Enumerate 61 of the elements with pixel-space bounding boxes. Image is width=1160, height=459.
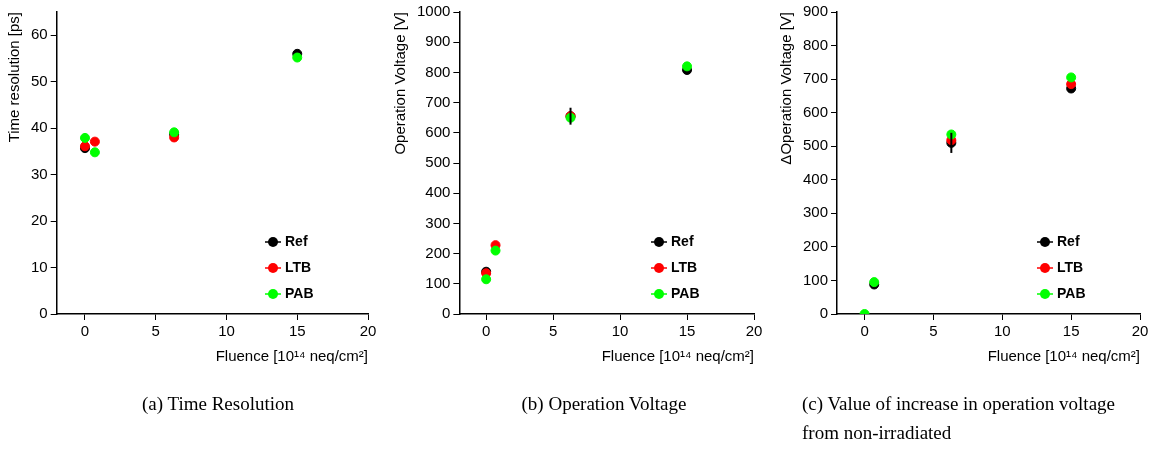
x-axis-title: Fluence [10¹⁴ neq/cm²] <box>215 347 368 365</box>
y-tick-label: 800 <box>803 35 829 53</box>
y-tick-label: 600 <box>425 122 451 140</box>
legend-label: PAB <box>671 284 700 301</box>
legend-label: LTB <box>285 258 312 275</box>
y-tick-label: 900 <box>803 2 829 20</box>
y-tick-label: 60 <box>31 25 48 43</box>
text: (b) Operation Voltage <box>520 392 688 416</box>
legend-label: Ref <box>1057 232 1080 249</box>
y-tick-label: 20 <box>31 211 48 229</box>
text: (c) Value of increase in operation voltage from non-irradiated <box>801 392 1117 445</box>
legend-label: LTB <box>671 258 698 275</box>
y-tick-label: 100 <box>803 270 829 288</box>
y-tick-label: 700 <box>803 69 829 87</box>
legend-label: Ref <box>285 232 308 249</box>
x-tick-label: 20 <box>1131 322 1149 340</box>
x-tick-label: 0 <box>481 322 491 340</box>
y-tick-label: 10 <box>31 257 48 275</box>
x-tick-label: 20 <box>359 322 377 340</box>
x-tick-label: 10 <box>218 322 235 340</box>
y-axis-title: ΔOperation Voltage [V] <box>777 12 795 165</box>
y-tick-label: 1000 <box>416 2 451 20</box>
x-tick-label: 0 <box>860 322 869 340</box>
y-tick-label: 50 <box>31 71 48 89</box>
y-tick-label: 0 <box>819 304 829 322</box>
legend-label: PAB <box>1057 284 1086 301</box>
y-tick-label: 400 <box>803 169 829 187</box>
y-tick-label: 200 <box>425 243 451 261</box>
legend-label: LTB <box>1057 258 1084 275</box>
x-tick-label: 15 <box>678 322 696 340</box>
x-axis-title: Fluence [10¹⁴ neq/cm²] <box>987 347 1140 365</box>
y-tick-label: 500 <box>425 153 451 171</box>
y-tick-label: 0 <box>442 304 451 322</box>
x-tick-label: 15 <box>288 322 306 340</box>
x-axis-title: Fluence [10¹⁴ neq/cm²] <box>601 347 754 365</box>
x-tick-label: 5 <box>548 322 558 340</box>
y-tick-label: 40 <box>31 118 48 136</box>
x-tick-label: 20 <box>745 322 763 340</box>
text: (a) Time Resolution <box>141 392 295 416</box>
y-tick-label: 200 <box>803 237 829 255</box>
x-tick-label: 15 <box>1062 322 1080 340</box>
legend-label: Ref <box>671 232 694 249</box>
y-tick-label: 100 <box>425 273 451 291</box>
y-tick-label: 800 <box>425 62 451 80</box>
x-tick-label: 5 <box>929 322 938 340</box>
x-tick-label: 10 <box>611 322 629 340</box>
y-tick-label: 0 <box>39 304 48 322</box>
x-tick-label: 0 <box>80 322 90 340</box>
y-tick-label: 600 <box>803 102 829 120</box>
x-tick-label: 5 <box>151 322 160 340</box>
y-axis-title: Time resolution [ps] <box>5 12 23 143</box>
y-tick-label: 400 <box>425 183 451 201</box>
y-tick-label: 300 <box>803 203 829 221</box>
legend-label: PAB <box>285 284 314 301</box>
y-tick-label: 500 <box>803 136 829 154</box>
y-tick-label: 300 <box>425 213 451 231</box>
y-axis-title: Operation Voltage [V] <box>391 12 409 155</box>
y-tick-label: 30 <box>31 164 48 182</box>
y-tick-label: 700 <box>425 92 451 110</box>
x-tick-label: 10 <box>993 322 1011 340</box>
y-tick-label: 900 <box>425 32 451 50</box>
